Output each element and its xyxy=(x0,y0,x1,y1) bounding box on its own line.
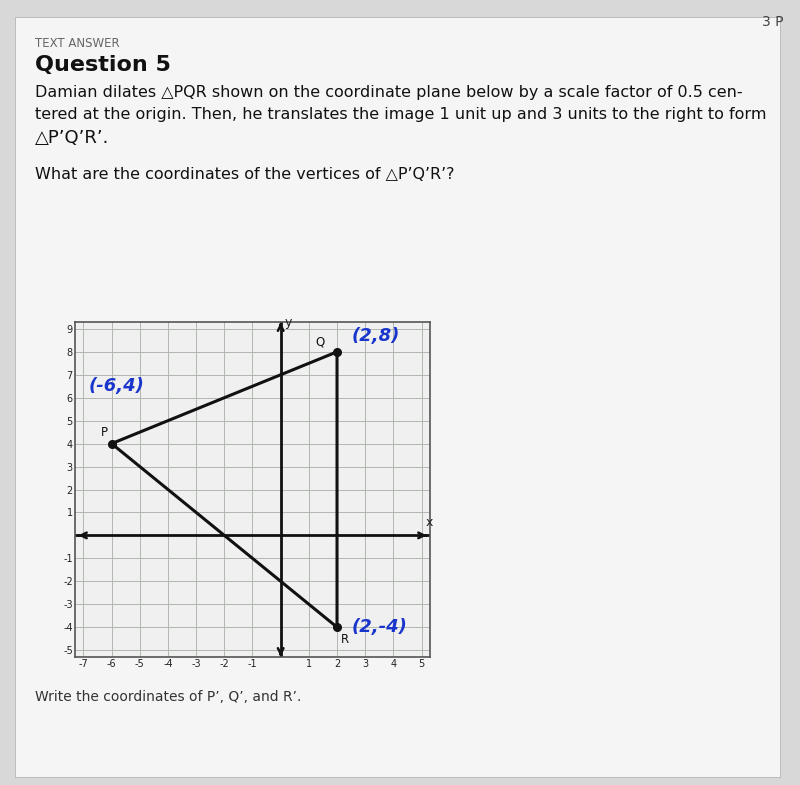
Text: What are the coordinates of the vertices of △P’Q’R’?: What are the coordinates of the vertices… xyxy=(35,167,454,182)
Text: Damian dilates △PQR shown on the coordinate plane below by a scale factor of 0.5: Damian dilates △PQR shown on the coordin… xyxy=(35,85,742,100)
Text: (-6,4): (-6,4) xyxy=(89,378,145,395)
Text: (2,8): (2,8) xyxy=(351,327,399,345)
Text: 3 P: 3 P xyxy=(762,15,783,29)
FancyBboxPatch shape xyxy=(15,17,780,777)
Text: Q: Q xyxy=(315,335,324,349)
Text: P: P xyxy=(101,426,107,440)
Text: Question 5: Question 5 xyxy=(35,55,171,75)
Text: △P’Q’R’.: △P’Q’R’. xyxy=(35,129,110,147)
Text: (2,-4): (2,-4) xyxy=(351,618,407,636)
Text: TEXT ANSWER: TEXT ANSWER xyxy=(35,37,120,50)
Text: Write the coordinates of P’, Q’, and R’.: Write the coordinates of P’, Q’, and R’. xyxy=(35,690,302,704)
Text: y: y xyxy=(285,316,292,329)
Text: R: R xyxy=(341,633,349,646)
Text: x: x xyxy=(426,517,433,529)
Text: tered at the origin. Then, he translates the image 1 unit up and 3 units to the : tered at the origin. Then, he translates… xyxy=(35,107,766,122)
